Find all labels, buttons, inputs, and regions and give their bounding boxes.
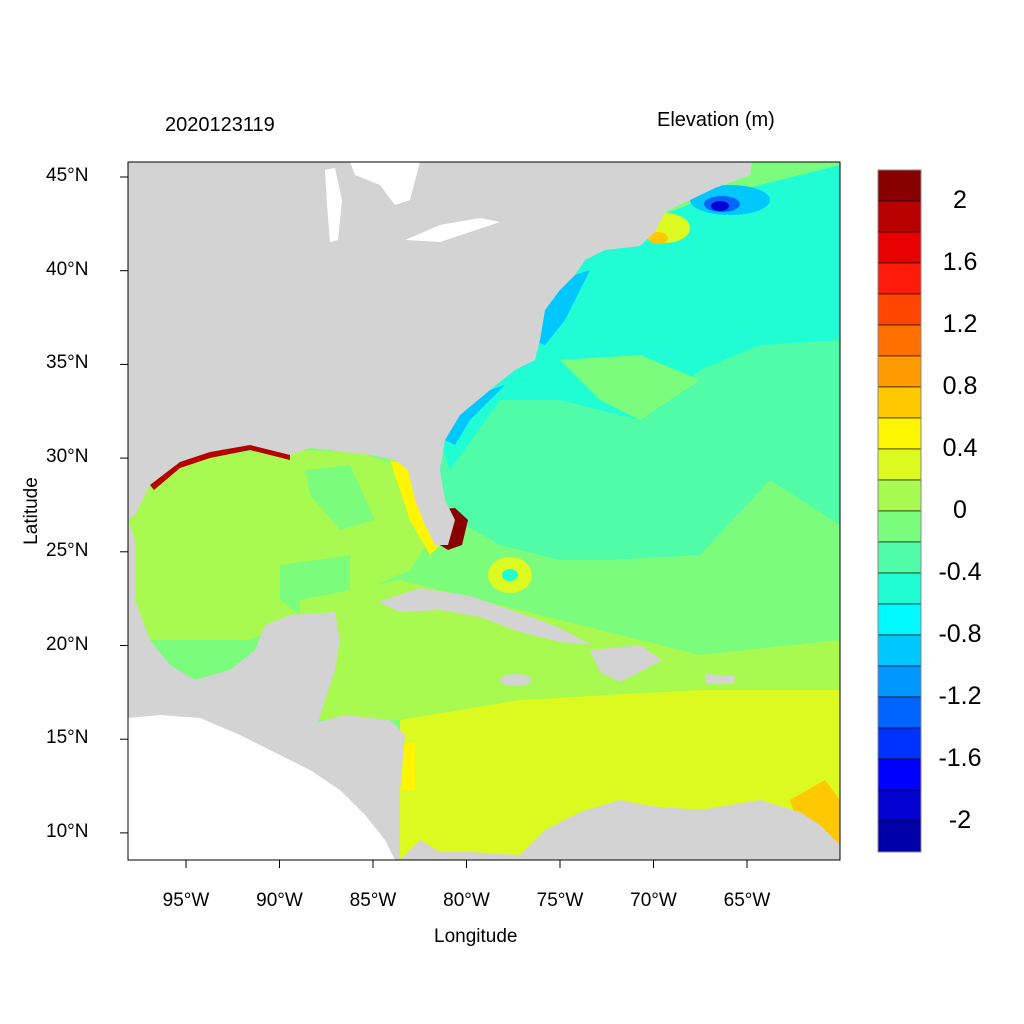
x-tick-label: 80°W — [443, 890, 490, 911]
colorbar-bin — [877, 572, 922, 605]
colorbar-bin — [877, 293, 922, 326]
plot-title-variable: Elevation (m) — [657, 109, 775, 131]
carolina-blue-band — [445, 385, 505, 445]
x-tick-label: 85°W — [349, 890, 397, 911]
great-lakes-erie-ontario — [405, 218, 500, 242]
y-axis-label: Latitude — [20, 477, 42, 545]
colorbar-bin — [877, 355, 922, 388]
y-tick-label: 35°N — [46, 352, 89, 374]
colorbar-bin — [877, 510, 922, 543]
colorbar-label: -2 — [948, 806, 972, 834]
colorbar-bin — [877, 665, 922, 698]
colorbar-bin — [877, 200, 922, 233]
colorbar-label: -0.8 — [938, 620, 982, 648]
colorbar-bin — [877, 479, 922, 512]
pacific-no-data — [128, 715, 395, 860]
x-tick-label: 95°W — [162, 890, 210, 911]
colorbar-bin — [877, 727, 922, 760]
scotian-blue-3 — [711, 201, 729, 211]
colorbar-label: -1.2 — [938, 682, 982, 710]
us-coast-blue-band — [530, 270, 590, 345]
gulf-mint-patch-north — [305, 465, 375, 530]
hispaniola-land — [590, 645, 662, 682]
colorbar-label: -1.6 — [938, 744, 982, 772]
red-coastal-fringe — [150, 445, 290, 490]
colorbar-bin — [877, 634, 922, 667]
gulf-of-maine-orange — [648, 232, 668, 244]
y-tick-label: 15°N — [46, 727, 89, 749]
south-america-land — [400, 800, 840, 860]
colorbar-bin — [877, 386, 922, 419]
y-tick-label: 20°N — [46, 633, 89, 655]
colorbar-bin — [877, 541, 922, 574]
bahamas-mint-spot — [502, 569, 518, 581]
colombia-yellow-patch — [402, 742, 415, 790]
plot-title-date: 2020123119 — [165, 114, 275, 136]
colorbar-label: 2 — [953, 186, 967, 214]
colorbar — [877, 169, 922, 853]
x-tick-label: 90°W — [256, 890, 303, 911]
colorbar-label: 0.8 — [942, 372, 978, 400]
colorbar-bin — [877, 231, 922, 264]
puerto-rico-land — [705, 674, 735, 684]
colorbar-bin — [877, 789, 922, 822]
caribbean-region — [300, 580, 840, 720]
colorbar-bin — [877, 324, 922, 357]
colorbar-bin — [877, 820, 922, 853]
colorbar-bin — [877, 417, 922, 450]
florida-west-yellow — [390, 460, 440, 555]
atlantic-cyan-region — [440, 165, 840, 470]
atlantic-lightgreen-patch — [560, 355, 700, 420]
colorbar-bin — [877, 169, 922, 202]
colorbar-bin — [877, 758, 922, 791]
north-america-land — [128, 162, 752, 545]
colorbar-frame — [877, 169, 922, 853]
y-tick-label: 25°N — [46, 539, 89, 561]
colorbar-bin — [877, 603, 922, 636]
colorbar-bin — [877, 696, 922, 729]
great-lakes-huron — [350, 162, 420, 205]
map-field — [128, 162, 840, 860]
y-tick-label: 40°N — [46, 258, 89, 280]
x-axis-label: Longitude — [434, 926, 518, 947]
x-tick-label: 70°W — [630, 890, 677, 911]
cuba-land — [378, 588, 592, 645]
colorbar-label: 1.6 — [942, 248, 978, 276]
jamaica-land — [500, 674, 532, 686]
colorbar-label: -0.4 — [938, 558, 982, 586]
y-tick-label: 45°N — [46, 165, 89, 186]
y-tick-label: 30°N — [46, 446, 89, 468]
x-tick-label: 75°W — [536, 890, 584, 911]
plot-frame — [127, 161, 841, 861]
x-tick-label: 65°W — [723, 890, 771, 911]
colorbar-bin — [877, 448, 922, 481]
x-axis-ticks — [185, 860, 748, 868]
colorbar-bin — [877, 262, 922, 295]
y-tick-label: 10°N — [46, 820, 89, 842]
colorbar-label: 0.4 — [942, 434, 978, 462]
great-lakes-michigan — [325, 168, 342, 242]
colorbar-label: 0 — [953, 496, 967, 524]
y-axis-ticks — [120, 176, 128, 834]
colorbar-label: 1.2 — [942, 310, 978, 338]
